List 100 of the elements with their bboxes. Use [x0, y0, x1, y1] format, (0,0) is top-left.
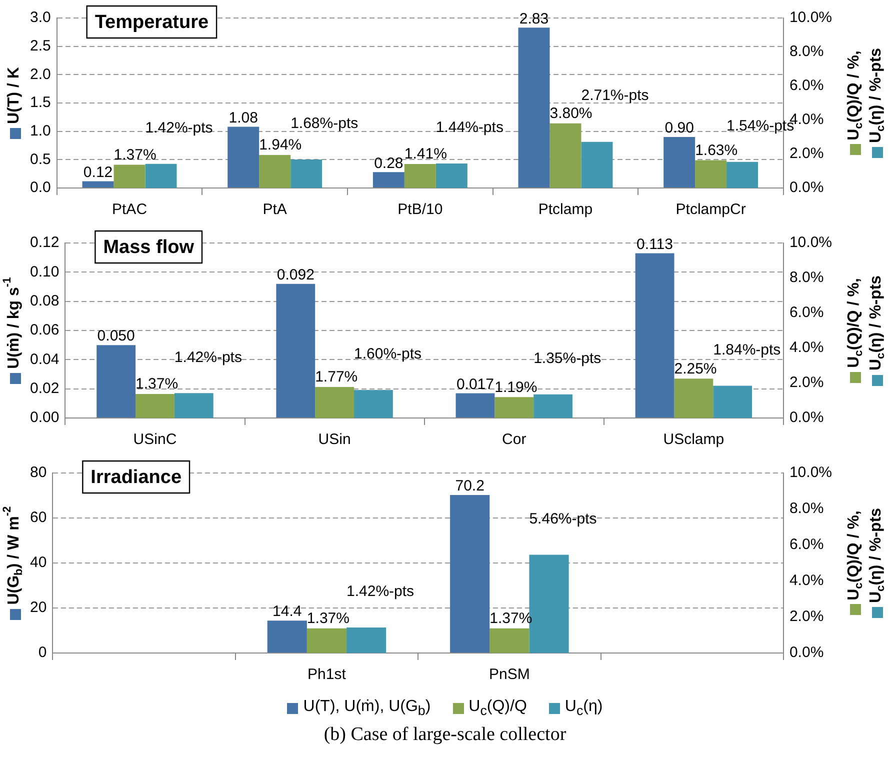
data-label: 1.37% [306, 610, 350, 627]
bar [276, 284, 316, 418]
data-label: 1.37% [114, 146, 156, 164]
y-tick-label: 1.5 [30, 94, 51, 112]
y2-axis-title: Uc(Q)/Q / %, Uc(η) / %-pts [845, 275, 887, 371]
x-tick-label: PtclampCr [676, 201, 746, 218]
y2-tick-label: 6.0% [789, 304, 824, 322]
data-label: 70.2 [455, 478, 484, 495]
bar [315, 387, 354, 418]
y-tick-label: 0.10 [30, 263, 60, 280]
y2-tick-label: 4.0% [789, 339, 824, 356]
y-tick-label: 0.04 [30, 350, 60, 368]
y2-tick-label: 8.0% [789, 500, 824, 518]
data-label: 1.42%-pts [346, 583, 414, 600]
data-label: 0.092 [276, 266, 314, 284]
y2-tick-label: 10.0% [789, 234, 832, 252]
data-label: 1.41% [404, 146, 447, 163]
y-axis-title: U(Gb) / W m-2 [2, 506, 25, 605]
x-tick-label: PnSM [488, 666, 530, 684]
bar [518, 28, 550, 188]
bar [82, 181, 114, 188]
bar [674, 378, 714, 418]
legend-label: U(T), U(ṁ), U(G$_{b}$) [303, 698, 431, 718]
data-label: 1.37% [136, 376, 178, 393]
y-tick-label: 40 [30, 554, 47, 572]
text: (b) Case of large-scale collector [322, 724, 568, 746]
chart-title: Temperature [94, 12, 209, 34]
data-label: 1.42%-pts [174, 348, 242, 366]
y2-tick-label: 0.0% [789, 179, 824, 196]
bar [436, 164, 468, 188]
data-label: 2.71%-pts [581, 87, 649, 104]
y-tick-label: 0.00 [30, 409, 60, 426]
data-label: 1.63% [695, 142, 738, 159]
y2-tick-label: 6.0% [789, 77, 824, 94]
y-tick-label: 0.12 [30, 234, 60, 252]
y2-tick-label: 2.0% [789, 374, 824, 392]
legend-label: U$_{c}$(η) [564, 698, 603, 718]
x-tick-label: PtA [262, 201, 287, 218]
bar [290, 159, 322, 188]
data-label: 1.77% [315, 368, 358, 386]
y-tick-label: 0 [38, 644, 47, 662]
data-label: 1.35%-pts [534, 350, 602, 368]
y-axis-title: U(ṁ) / kg s-1 [2, 277, 22, 369]
data-label: 2.25% [674, 360, 717, 378]
x-tick-label: PtAC [112, 201, 148, 218]
data-label: 14.4 [272, 603, 302, 620]
y-tick-label: 3.0 [30, 9, 51, 26]
y2-tick-label: 10.0% [789, 9, 832, 26]
y-tick-label: 20 [30, 599, 47, 616]
bar [114, 164, 146, 188]
data-label: 0.113 [636, 236, 673, 253]
y-tick-label: 0.02 [30, 380, 60, 397]
bar [354, 390, 393, 418]
y-tick-label: 80 [30, 464, 47, 482]
data-label: 3.80% [550, 105, 592, 122]
y2-tick-label: 2.0% [789, 608, 824, 626]
y2-tick-label: 2.0% [789, 145, 824, 162]
x-tick-label: USin [318, 431, 351, 448]
x-tick-label: Ptclamp [538, 201, 593, 218]
bar [726, 162, 758, 188]
data-label: 0.28 [374, 154, 404, 172]
bar [713, 386, 752, 418]
y2-tick-label: 4.0% [789, 572, 824, 590]
data-label: 5.46%-pts [529, 510, 597, 528]
x-tick-label: Ph1st [308, 666, 347, 684]
data-label: 1.94% [259, 136, 302, 154]
y2-tick-label: 6.0% [789, 536, 824, 554]
y2-tick-label: 10.0% [789, 464, 832, 482]
bar [346, 627, 386, 653]
legend-label: U$_{c}$(Q)/Q [468, 698, 527, 718]
data-label: 1.84%-pts [713, 341, 781, 358]
bar [534, 394, 572, 418]
y2-axis-title: Uc(Q)/Q / %, Uc(η) / %-pts [845, 48, 887, 144]
data-label: 1.44%-pts [436, 119, 504, 136]
data-label: 0.017 [456, 376, 494, 393]
data-label: 0.12 [83, 164, 113, 181]
y2-tick-label: 8.0% [789, 269, 824, 286]
bar [145, 164, 177, 188]
bar [635, 253, 674, 418]
chart-title: Mass flow [103, 237, 194, 258]
y-tick-label: 60 [30, 509, 47, 526]
y-tick-label: 2.5 [30, 37, 51, 54]
chart-title: Irradiance [90, 467, 182, 488]
y-axis-title: U(T) / K [5, 66, 22, 124]
data-label: 1.08 [228, 109, 258, 126]
data-label: 1.68%-pts [290, 115, 358, 132]
x-tick-label: Cor [502, 431, 526, 448]
data-label: 2.83 [519, 10, 549, 28]
data-label: 0.050 [97, 328, 135, 345]
bar [581, 142, 613, 188]
y2-tick-label: 0.0% [789, 644, 824, 662]
y2-tick-label: 8.0% [789, 43, 824, 60]
data-label: 0.90 [664, 120, 694, 137]
data-label: 1.60%-pts [354, 346, 422, 363]
data-label: 1.42%-pts [145, 120, 213, 136]
data-label: 1.19% [494, 378, 538, 396]
bar [96, 345, 136, 418]
y-tick-label: 0.0 [30, 179, 51, 196]
y-tick-label: 0.06 [30, 322, 60, 339]
x-tick-label: USclamp [663, 431, 724, 448]
